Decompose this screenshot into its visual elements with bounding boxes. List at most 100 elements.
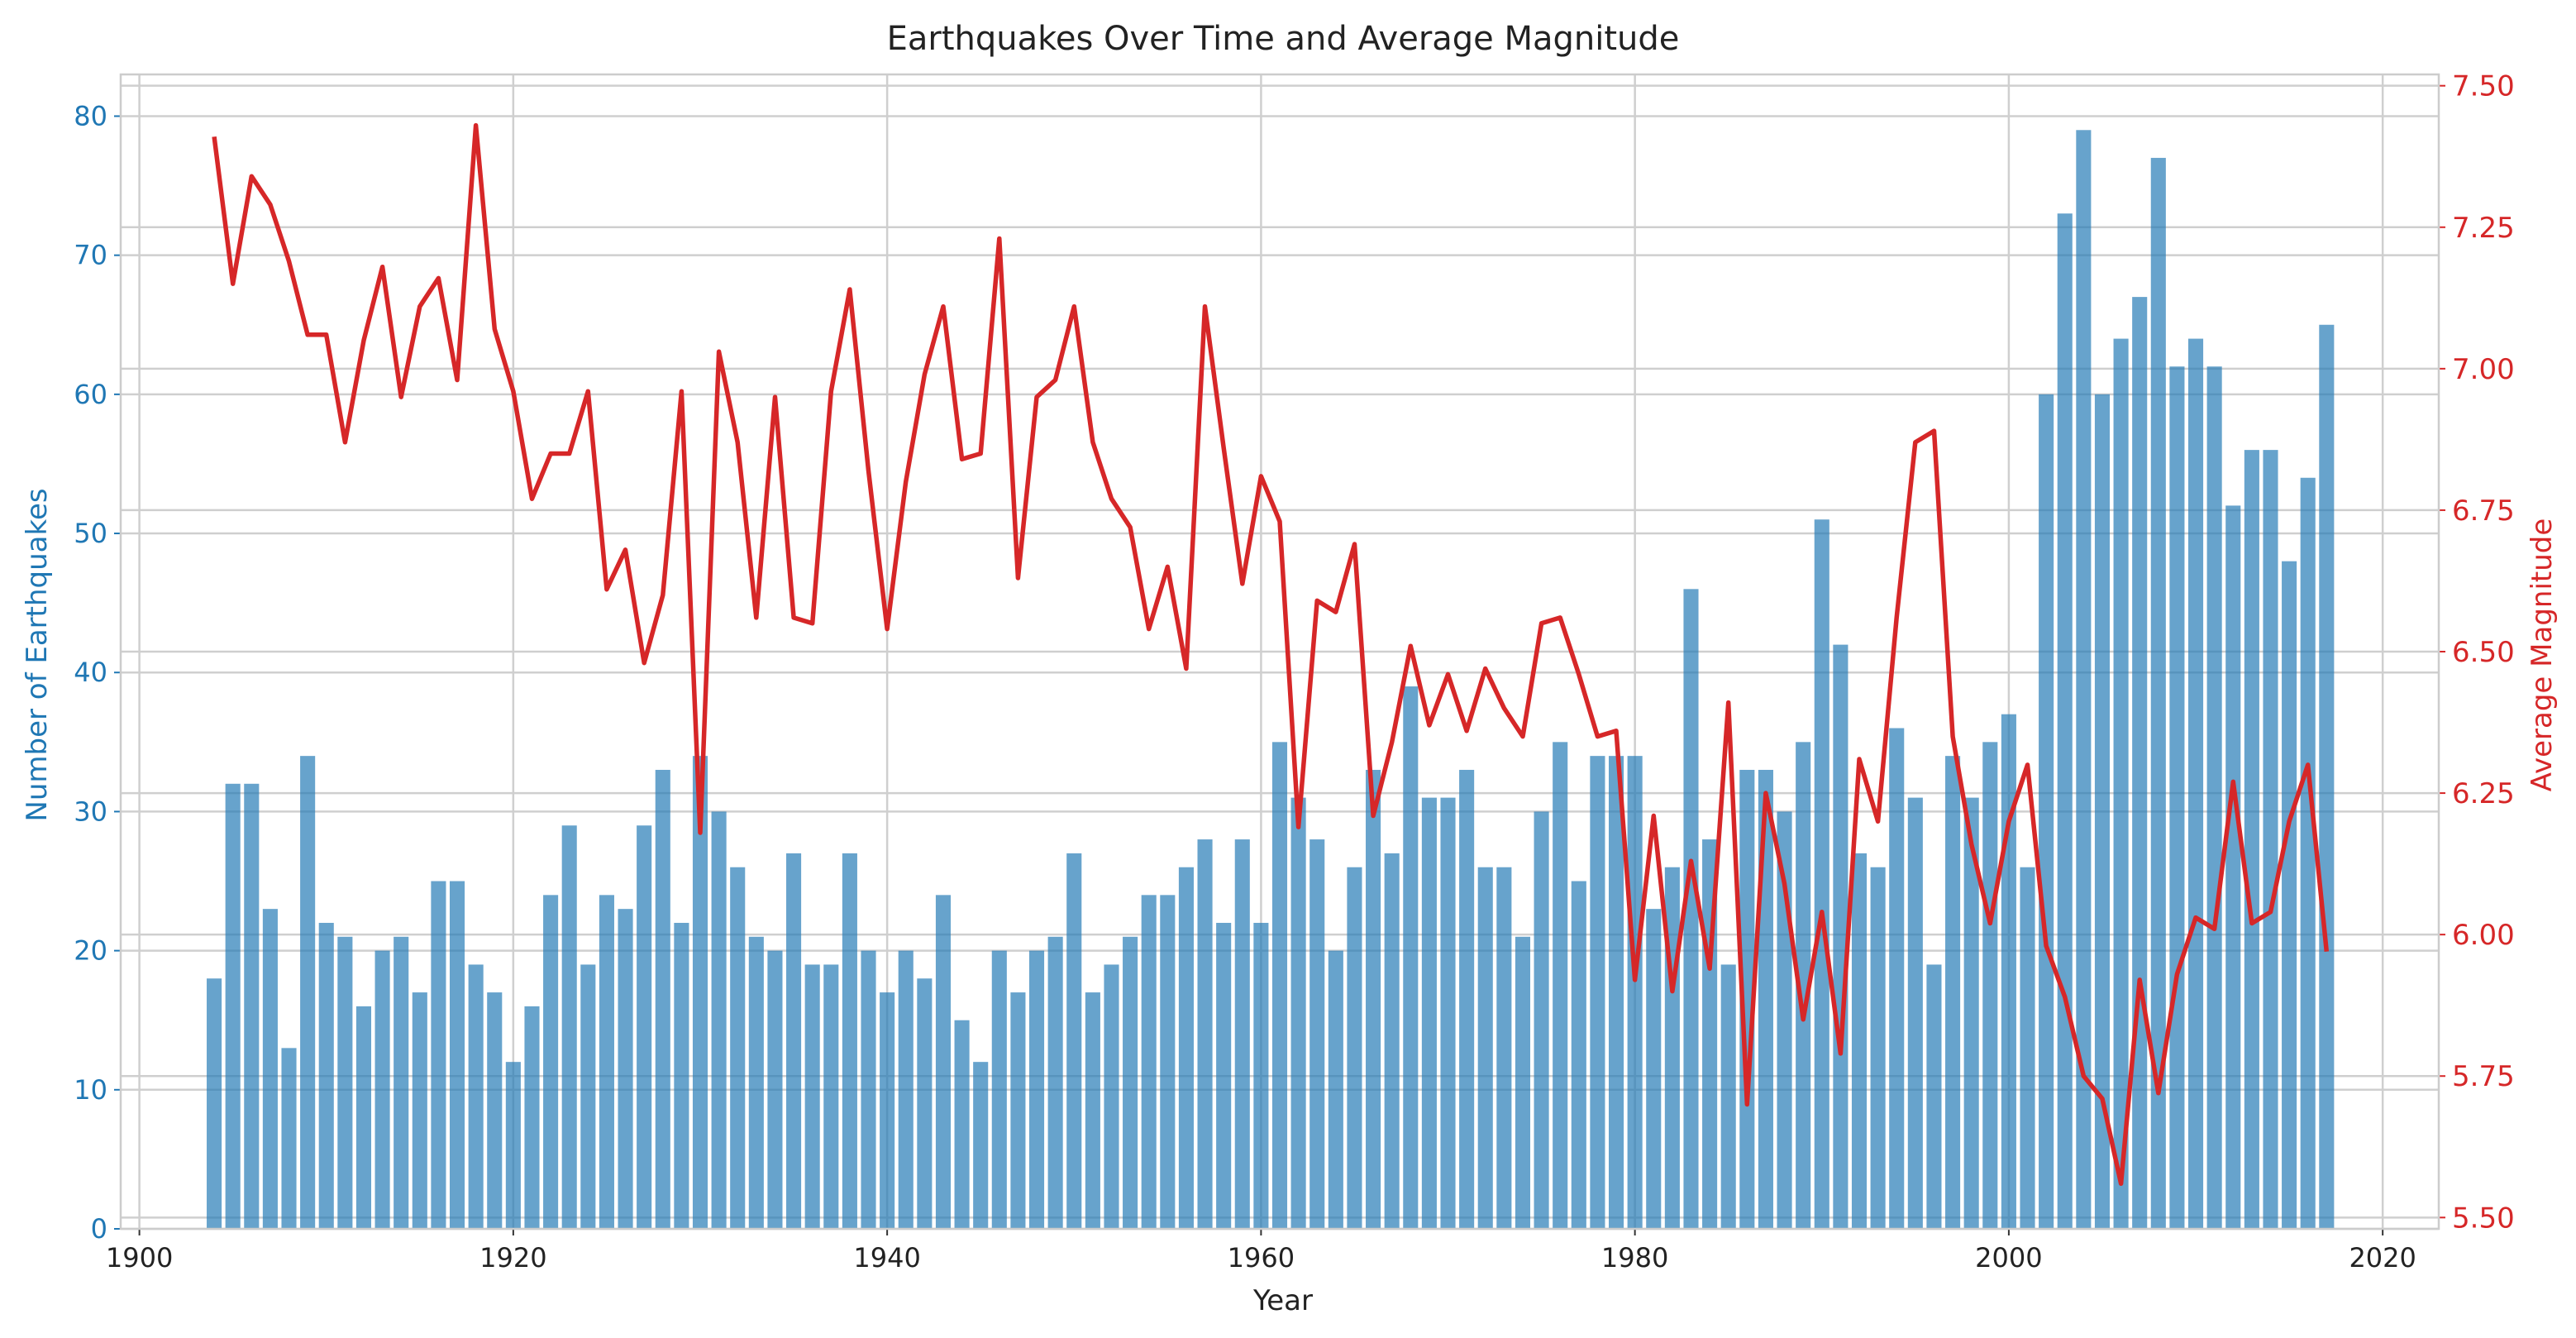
- bar: [2319, 324, 2335, 1230]
- bar: [1739, 769, 1755, 1229]
- bar: [1758, 769, 1773, 1229]
- bar: [1796, 742, 1811, 1229]
- y2-tick-label: 6.50: [2452, 636, 2515, 669]
- bar: [1590, 756, 1605, 1229]
- bar: [767, 950, 783, 1229]
- bar: [1627, 756, 1643, 1229]
- bar: [1982, 742, 1998, 1229]
- bar-series: [207, 130, 2335, 1230]
- bar: [2244, 450, 2259, 1229]
- bar: [1571, 881, 1586, 1229]
- bar: [1851, 853, 1868, 1229]
- x-tick-label: 1900: [106, 1242, 173, 1273]
- bar: [1477, 867, 1493, 1229]
- y2-tick-label: 6.75: [2452, 495, 2515, 528]
- bar: [580, 964, 596, 1229]
- bar: [1421, 797, 1437, 1229]
- bar: [1028, 950, 1045, 1229]
- bar: [337, 936, 353, 1229]
- bar: [1253, 922, 1269, 1229]
- bar: [1814, 519, 1829, 1229]
- bar: [2057, 213, 2073, 1230]
- bar: [524, 1006, 540, 1229]
- bar: [1347, 867, 1362, 1229]
- bar: [225, 783, 241, 1229]
- bar: [880, 992, 895, 1229]
- bar: [1271, 742, 1288, 1229]
- bar: [1889, 728, 1905, 1229]
- bar: [1066, 853, 1082, 1229]
- bar: [207, 978, 222, 1229]
- bar: [1963, 797, 1979, 1229]
- bar: [543, 895, 559, 1229]
- line-series: [212, 122, 2330, 1187]
- y-tick-label: 40: [74, 657, 107, 688]
- chart-title: Earthquakes Over Time and Average Magnit…: [887, 20, 1680, 58]
- bar: [748, 936, 764, 1229]
- x-tick-label: 2020: [2349, 1242, 2416, 1273]
- bar: [1608, 756, 1624, 1229]
- bar: [842, 853, 857, 1229]
- bar: [599, 895, 614, 1229]
- bar: [2169, 366, 2185, 1229]
- bar: [898, 950, 914, 1229]
- bar: [973, 1062, 989, 1229]
- y2-tick-label: 5.50: [2452, 1202, 2515, 1235]
- x-tick-label: 1940: [853, 1242, 920, 1273]
- bar: [1141, 895, 1157, 1229]
- bar: [2150, 157, 2166, 1230]
- bar: [468, 964, 484, 1229]
- bar: [637, 825, 652, 1229]
- bar: [505, 1062, 521, 1229]
- y-tick-label: 50: [74, 518, 107, 549]
- bar: [300, 756, 316, 1229]
- plot-frame: [119, 73, 2440, 1230]
- bar: [1010, 992, 1026, 1229]
- bar: [394, 936, 409, 1229]
- y-tick-label: 70: [74, 240, 107, 271]
- y2-tick-label: 5.75: [2452, 1060, 2515, 1093]
- bar: [1440, 797, 1456, 1229]
- bar: [1290, 797, 1306, 1229]
- bar: [355, 1006, 372, 1229]
- bar: [1197, 839, 1213, 1229]
- bar: [674, 922, 689, 1229]
- x-tick-label: 1980: [1601, 1242, 1668, 1273]
- bar: [1216, 922, 1232, 1229]
- bar: [1833, 644, 1849, 1229]
- bar: [2300, 477, 2316, 1229]
- bar: [2113, 338, 2129, 1229]
- bar: [2187, 338, 2204, 1229]
- bar: [2282, 561, 2297, 1229]
- bar: [1123, 936, 1138, 1229]
- x-tick-label: 2000: [1975, 1242, 2042, 1273]
- bar: [1926, 964, 1942, 1229]
- bar: [1534, 811, 1549, 1229]
- bar: [2039, 394, 2054, 1229]
- bar: [262, 909, 278, 1229]
- bar: [804, 964, 820, 1229]
- bar: [2263, 450, 2278, 1229]
- y2-axis-title: Average Magnitude: [2526, 518, 2559, 792]
- bar: [1515, 936, 1531, 1229]
- bar: [1553, 742, 1568, 1229]
- bar: [2001, 714, 2016, 1229]
- magnitude-line: [212, 122, 2330, 1187]
- bar: [655, 769, 670, 1229]
- bar: [1945, 756, 1961, 1229]
- bar: [917, 978, 933, 1229]
- x-tick-label: 1960: [1228, 1242, 1295, 1273]
- bar: [2020, 867, 2035, 1229]
- bar: [1085, 992, 1100, 1229]
- bar: [374, 950, 390, 1229]
- bar: [1047, 936, 1063, 1229]
- bar: [318, 922, 334, 1229]
- axes: 1900 1920 1940 1960 1980 2000 2020 0 10 20 30 40 50 6…: [74, 70, 2514, 1273]
- bar: [2206, 366, 2222, 1229]
- x-tick-label: 1920: [479, 1242, 546, 1273]
- bar: [1403, 686, 1419, 1229]
- bar: [431, 881, 446, 1229]
- y2-tick-label: 7.00: [2452, 353, 2515, 386]
